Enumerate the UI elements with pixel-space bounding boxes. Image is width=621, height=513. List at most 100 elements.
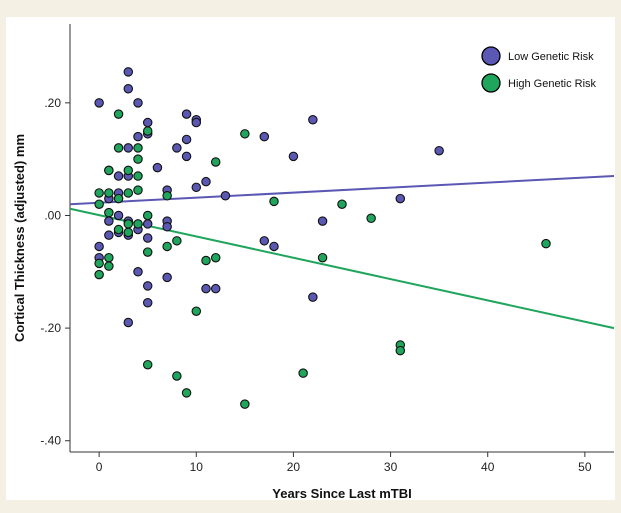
y-axis-title: Cortical Thickness (adjusted) mm <box>12 134 27 342</box>
data-point-low-genetic-risk <box>133 131 143 142</box>
data-point-low-genetic-risk <box>308 114 318 125</box>
data-point-high-genetic-risk <box>210 157 221 167</box>
data-point-low-genetic-risk <box>142 298 153 308</box>
data-point-high-genetic-risk <box>133 219 143 229</box>
data-point-high-genetic-risk <box>94 188 104 198</box>
data-point-high-genetic-risk <box>94 199 104 209</box>
x-tick-label: 20 <box>287 460 301 474</box>
data-point-low-genetic-risk <box>172 143 182 153</box>
x-tick-label: 0 <box>96 460 103 474</box>
fit-lines <box>69 175 615 330</box>
data-point-high-genetic-risk <box>269 196 279 207</box>
data-point-low-genetic-risk <box>181 151 192 162</box>
data-point-high-genetic-risk <box>113 224 124 235</box>
data-point-high-genetic-risk <box>337 199 347 209</box>
data-point-high-genetic-risk <box>133 143 143 153</box>
data-point-low-genetic-risk <box>181 134 192 145</box>
x-axis-title: Years Since Last mTBI <box>272 486 411 501</box>
data-point-low-genetic-risk <box>113 210 124 221</box>
data-point-high-genetic-risk <box>142 210 153 221</box>
data-point-low-genetic-risk <box>152 162 163 173</box>
data-point-high-genetic-risk <box>113 109 124 119</box>
data-point-low-genetic-risk <box>162 272 172 283</box>
data-point-low-genetic-risk <box>308 292 318 302</box>
legend-label-high-genetic-risk: High Genetic Risk <box>508 78 597 90</box>
data-point-high-genetic-risk <box>191 306 202 316</box>
data-point-high-genetic-risk <box>94 269 104 280</box>
data-point-high-genetic-risk <box>317 252 328 263</box>
data-point-low-genetic-risk <box>259 236 270 246</box>
data-point-low-genetic-risk <box>104 230 114 240</box>
data-point-high-genetic-risk <box>104 252 114 263</box>
data-point-low-genetic-risk <box>434 145 444 156</box>
data-point-high-genetic-risk <box>113 193 124 204</box>
x-ticks: 0 10 20 30 40 50 <box>96 452 592 474</box>
data-point-high-genetic-risk <box>123 219 134 229</box>
data-point-high-genetic-risk <box>123 227 134 238</box>
data-point-high-genetic-risk <box>142 247 153 257</box>
x-tick-label: 30 <box>384 460 398 474</box>
data-points <box>94 67 551 409</box>
data-point-low-genetic-risk <box>104 216 114 226</box>
data-point-high-genetic-risk <box>172 371 182 381</box>
data-point-high-genetic-risk <box>104 207 114 218</box>
data-point-high-genetic-risk <box>172 236 182 246</box>
data-point-low-genetic-risk <box>123 67 134 77</box>
data-point-low-genetic-risk <box>191 117 202 128</box>
y-ticks: .20 .00 -.20 -.40 <box>40 96 70 448</box>
data-point-high-genetic-risk <box>298 368 308 378</box>
data-point-low-genetic-risk <box>142 281 153 291</box>
data-point-high-genetic-risk <box>104 188 114 198</box>
data-point-low-genetic-risk <box>191 182 202 193</box>
x-tick-label: 40 <box>481 460 495 474</box>
data-point-low-genetic-risk <box>395 193 406 204</box>
data-point-high-genetic-risk <box>181 388 192 398</box>
legend-marker-low-genetic-risk <box>481 46 501 66</box>
data-point-high-genetic-risk <box>162 191 172 201</box>
data-point-high-genetic-risk <box>366 213 376 224</box>
y-tick-label: -.40 <box>40 434 61 448</box>
x-tick-label: 50 <box>578 460 592 474</box>
data-point-low-genetic-risk <box>142 117 153 128</box>
data-point-low-genetic-risk <box>317 216 328 226</box>
y-tick-label: .00 <box>44 208 61 222</box>
data-point-high-genetic-risk <box>123 165 134 176</box>
data-point-high-genetic-risk <box>395 345 406 356</box>
data-point-low-genetic-risk <box>123 84 134 94</box>
data-point-low-genetic-risk <box>142 219 153 229</box>
y-tick-label: -.20 <box>40 321 61 335</box>
fit-line-high-genetic-risk <box>69 207 615 330</box>
data-point-low-genetic-risk <box>220 191 231 201</box>
data-point-high-genetic-risk <box>113 143 124 153</box>
data-point-high-genetic-risk <box>201 255 211 266</box>
data-point-low-genetic-risk <box>269 241 279 252</box>
data-point-high-genetic-risk <box>133 185 143 195</box>
data-point-low-genetic-risk <box>94 98 104 108</box>
fit-line-low-genetic-risk <box>69 175 615 206</box>
data-point-high-genetic-risk <box>162 241 172 252</box>
data-point-high-genetic-risk <box>142 359 153 370</box>
data-point-high-genetic-risk <box>104 165 114 176</box>
data-point-high-genetic-risk <box>104 261 114 271</box>
x-tick-label: 10 <box>190 460 204 474</box>
data-point-low-genetic-risk <box>201 283 211 294</box>
legend-marker-high-genetic-risk <box>481 73 501 93</box>
data-point-high-genetic-risk <box>541 238 551 249</box>
data-point-low-genetic-risk <box>288 151 299 162</box>
data-point-low-genetic-risk <box>162 221 172 232</box>
data-point-high-genetic-risk <box>240 399 250 409</box>
legend-label-low-genetic-risk: Low Genetic Risk <box>508 51 594 63</box>
axes <box>69 24 614 453</box>
data-point-low-genetic-risk <box>123 143 134 153</box>
data-point-high-genetic-risk <box>94 258 104 269</box>
data-point-low-genetic-risk <box>181 109 192 119</box>
data-point-high-genetic-risk <box>133 154 143 164</box>
data-point-low-genetic-risk <box>123 317 134 328</box>
data-point-low-genetic-risk <box>142 233 153 243</box>
data-point-low-genetic-risk <box>210 283 221 294</box>
data-point-high-genetic-risk <box>240 129 250 139</box>
data-point-high-genetic-risk <box>133 171 143 181</box>
data-point-low-genetic-risk <box>94 241 104 252</box>
